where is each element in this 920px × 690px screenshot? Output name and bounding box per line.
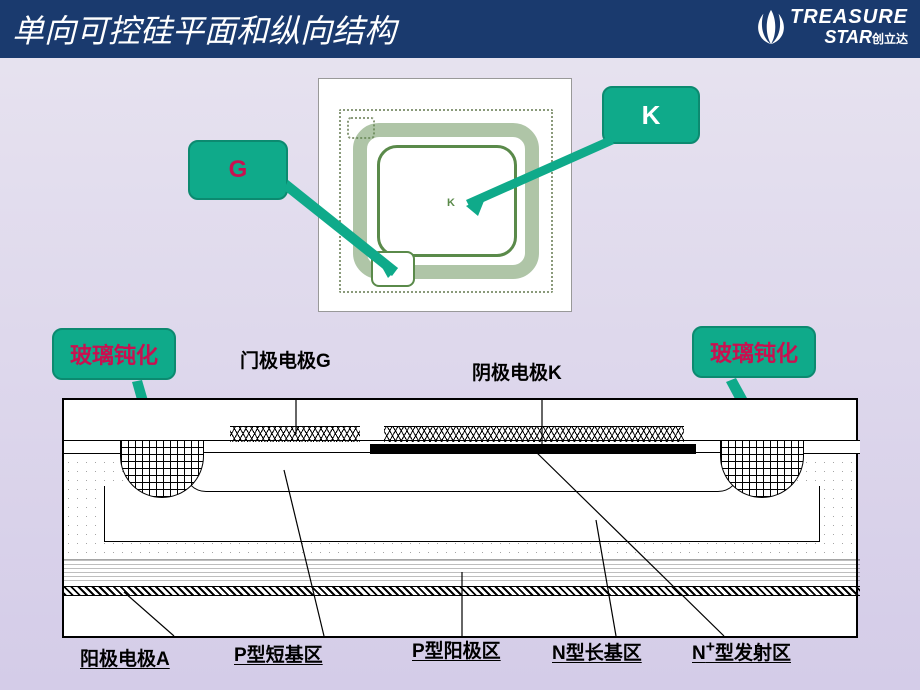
- label-n-long: N型长基区: [552, 638, 642, 665]
- logo-shell-icon: [752, 8, 790, 46]
- callout-gr-text: 玻璃钝化: [710, 336, 798, 368]
- label-n-emit: N+型发射区: [692, 638, 791, 665]
- label-gate-electrode: 门极电极G: [240, 346, 331, 373]
- label-anode-a: 阳极电极A: [80, 644, 170, 671]
- leader-lines: [64, 400, 860, 640]
- label-p-anode: P型阳极区: [412, 636, 501, 663]
- slide-title: 单向可控硅平面和纵向结构: [12, 6, 396, 52]
- n-emit-pre: N: [692, 643, 706, 664]
- callout-glass-left: 玻璃钝化: [52, 328, 176, 380]
- logo-cn: 创立达: [872, 32, 908, 46]
- k-small-label: K: [447, 197, 455, 209]
- n-emit-sup: +: [706, 639, 715, 656]
- gate-pad: [371, 251, 415, 287]
- callout-glass-right: 玻璃钝化: [692, 326, 816, 378]
- brand-logo: TREASURE STAR创立达: [790, 6, 908, 48]
- die-top-view: G K: [318, 78, 572, 312]
- callout-g-text: G: [229, 156, 248, 184]
- label-p-short: P型短基区: [234, 640, 323, 667]
- slide-header: 单向可控硅平面和纵向结构 TREASURE STAR创立达: [0, 0, 920, 58]
- cross-section: [62, 398, 858, 638]
- label-cathode-electrode: 阴极电极K: [472, 358, 562, 385]
- g-small-label: G: [383, 261, 392, 273]
- callout-k-text: K: [642, 100, 661, 131]
- callout-gl-text: 玻璃钝化: [70, 338, 158, 370]
- n-emit-post: 型发射区: [715, 643, 791, 664]
- logo-line1: TREASURE: [790, 6, 908, 28]
- logo-line2: STAR: [824, 27, 872, 47]
- callout-g: G: [188, 140, 288, 200]
- callout-k: K: [602, 86, 700, 144]
